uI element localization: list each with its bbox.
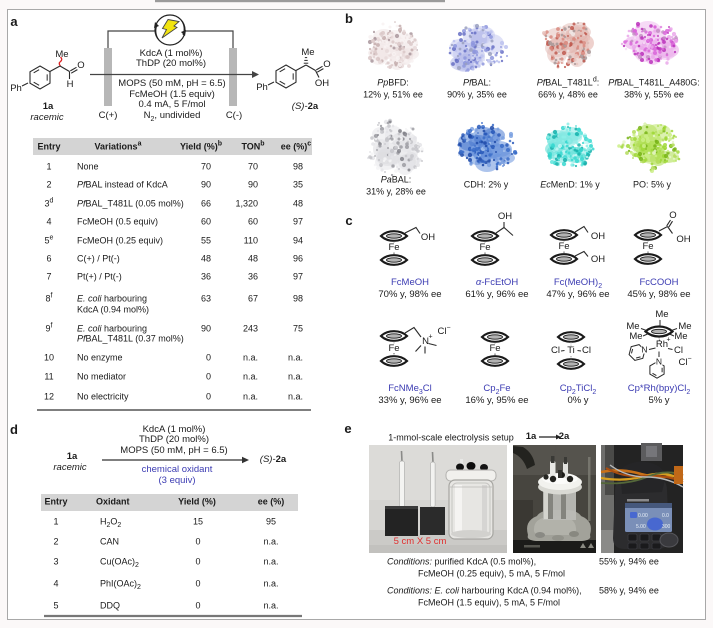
svg-text:0.00: 0.00 [638,513,648,519]
svg-text:0.0: 0.0 [662,513,669,519]
svg-text:300: 300 [662,524,671,530]
svg-text:5.00: 5.00 [636,524,646,530]
